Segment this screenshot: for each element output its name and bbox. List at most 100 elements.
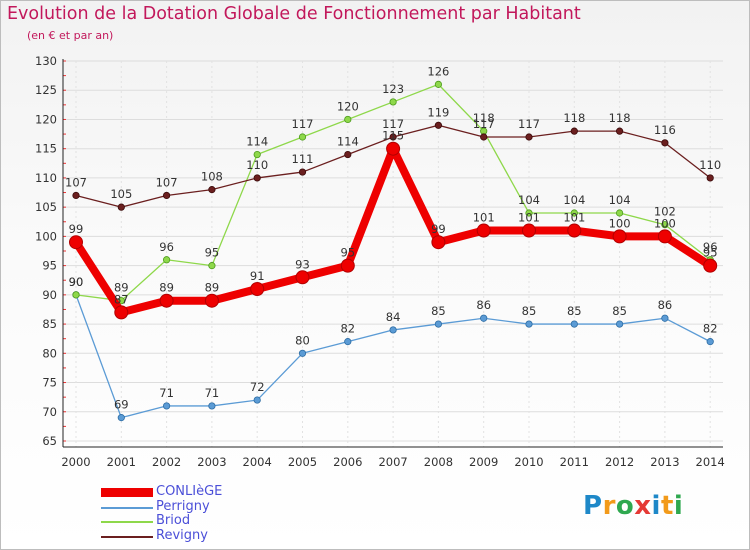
data-label: 114 xyxy=(246,135,268,149)
data-label: 100 xyxy=(609,216,631,230)
data-point xyxy=(706,174,714,182)
data-label: 87 xyxy=(114,292,129,306)
data-point xyxy=(340,258,355,273)
data-label: 99 xyxy=(69,222,84,236)
legend-swatch xyxy=(101,521,153,523)
data-point xyxy=(69,235,83,250)
data-point xyxy=(431,235,446,250)
legend-swatch xyxy=(101,506,153,509)
y-tick-label: 75 xyxy=(42,376,57,390)
y-tick-label: 110 xyxy=(35,171,57,185)
y-tick-label: 65 xyxy=(42,434,57,448)
legend-swatch xyxy=(101,535,153,538)
data-point xyxy=(434,121,442,129)
data-point xyxy=(208,262,216,270)
legend-swatch xyxy=(101,488,153,497)
data-label: 107 xyxy=(65,175,87,189)
data-point xyxy=(570,320,578,328)
data-label: 117 xyxy=(473,117,495,131)
data-point xyxy=(344,115,352,124)
data-point xyxy=(661,139,669,147)
data-point xyxy=(612,229,627,244)
x-tick-label: 2011 xyxy=(560,455,589,469)
y-tick-label: 120 xyxy=(35,112,57,126)
data-label: 126 xyxy=(427,64,449,78)
data-point xyxy=(253,150,261,159)
data-point xyxy=(386,141,401,156)
y-tick-label: 130 xyxy=(35,54,57,68)
data-point xyxy=(117,414,125,422)
y-tick-label: 105 xyxy=(35,200,57,214)
data-label: 123 xyxy=(382,82,404,96)
x-tick-label: 2012 xyxy=(605,455,634,469)
y-tick-label: 100 xyxy=(35,229,57,243)
data-point xyxy=(253,174,261,182)
data-point xyxy=(434,320,442,328)
data-label: 82 xyxy=(703,322,718,336)
data-point xyxy=(389,326,397,334)
data-point xyxy=(706,338,714,346)
data-label: 93 xyxy=(295,257,310,271)
legend-item: CONLIèGE xyxy=(101,484,301,500)
data-point xyxy=(72,291,80,299)
data-label: 85 xyxy=(612,304,627,318)
data-label: 115 xyxy=(382,129,404,143)
data-label: 95 xyxy=(205,246,220,260)
data-label: 82 xyxy=(340,322,355,336)
data-point xyxy=(344,150,352,159)
data-label: 95 xyxy=(703,246,718,260)
chart-legend: CONLIèGE Perrigny Briod Revigny xyxy=(101,484,301,543)
y-tick-label: 115 xyxy=(35,142,57,156)
chart-subtitle: (en € et par an) xyxy=(27,29,114,42)
data-label: 117 xyxy=(292,117,314,131)
data-label: 111 xyxy=(292,152,314,166)
data-label: 96 xyxy=(159,240,174,254)
data-label: 107 xyxy=(156,175,178,189)
data-point xyxy=(208,186,216,194)
data-point xyxy=(525,320,533,328)
data-point xyxy=(295,270,310,285)
data-point xyxy=(525,133,533,141)
data-point xyxy=(298,349,307,357)
x-tick-label: 2005 xyxy=(288,455,317,469)
x-tick-label: 2001 xyxy=(107,455,136,469)
data-label: 91 xyxy=(250,269,265,283)
legend-label: Revigny xyxy=(156,527,208,543)
legend-label: CONLIèGE xyxy=(156,484,223,499)
data-point xyxy=(615,320,624,328)
data-label: 105 xyxy=(110,187,132,201)
y-tick-label: 95 xyxy=(42,259,57,273)
logo-letter: P xyxy=(583,491,603,521)
y-tick-label: 90 xyxy=(42,288,57,302)
data-point xyxy=(570,127,578,135)
logo-letter: o xyxy=(615,491,635,521)
data-label: 101 xyxy=(473,211,495,225)
data-point xyxy=(525,209,533,217)
x-tick-label: 2002 xyxy=(152,455,181,469)
data-label: 84 xyxy=(386,310,401,324)
logo-letter: r xyxy=(602,491,616,521)
x-tick-label: 2007 xyxy=(378,455,407,469)
data-point xyxy=(476,223,491,238)
data-label: 95 xyxy=(340,246,355,260)
data-label: 89 xyxy=(159,281,174,295)
data-label: 85 xyxy=(522,304,537,318)
data-point xyxy=(522,223,536,238)
logo-letter: i xyxy=(651,491,661,521)
legend-label: Perrigny xyxy=(156,498,210,514)
data-point xyxy=(159,293,174,308)
logo-letter: x xyxy=(634,491,652,521)
data-point xyxy=(253,396,261,404)
data-point xyxy=(389,133,397,141)
data-label: 110 xyxy=(246,158,268,172)
data-label: 118 xyxy=(609,111,631,125)
data-point xyxy=(298,133,307,141)
data-point xyxy=(567,223,582,238)
x-tick-label: 2000 xyxy=(61,455,90,469)
data-label: 100 xyxy=(654,216,676,230)
y-tick-label: 85 xyxy=(42,317,57,331)
legend-item: Perrigny xyxy=(101,498,301,515)
data-label: 86 xyxy=(658,298,673,312)
data-label: 90 xyxy=(69,275,84,289)
data-label: 104 xyxy=(609,193,631,207)
